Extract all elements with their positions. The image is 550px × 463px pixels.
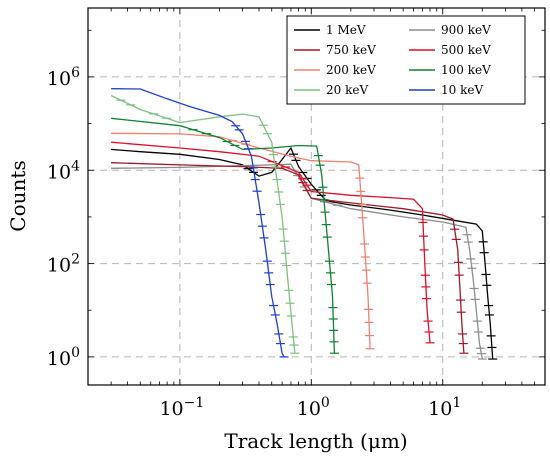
ticks: 10−1 100 101 100 102 104 106 <box>47 8 546 420</box>
legend: 1 MeV 900 keV 750 keV 500 keV 200 keV 100 keV… <box>286 15 526 105</box>
x-tick-label: 10−1 <box>159 395 204 420</box>
series-line <box>111 162 465 354</box>
legend-entry: 500 keV <box>441 43 491 57</box>
plot-frame <box>87 7 546 386</box>
series-line <box>111 88 285 358</box>
y-tick-label: 106 <box>47 65 80 90</box>
y-tick-label: 102 <box>47 252 80 277</box>
y-axis-label: Counts <box>6 160 30 231</box>
x-tick-label: 101 <box>428 395 461 420</box>
series-line <box>111 163 483 360</box>
y-tick-label: 100 <box>47 345 80 370</box>
legend-entry: 20 keV <box>326 83 368 97</box>
legend-entry: 10 keV <box>441 83 483 97</box>
series-line <box>111 117 336 354</box>
legend-entry: 1 MeV <box>326 23 366 37</box>
legend-entry: 200 keV <box>326 63 376 77</box>
y-tick-label: 104 <box>47 158 80 183</box>
series-line <box>111 132 371 349</box>
legend-entry: 100 keV <box>441 63 491 77</box>
series-line <box>111 141 431 343</box>
series-group <box>110 88 498 360</box>
x-axis-label: Track length (μm) <box>224 429 407 453</box>
legend-entry: 750 keV <box>326 43 376 57</box>
x-tick-label: 100 <box>297 395 330 420</box>
legend-entry: 900 keV <box>441 23 491 37</box>
legend-box <box>286 15 526 105</box>
